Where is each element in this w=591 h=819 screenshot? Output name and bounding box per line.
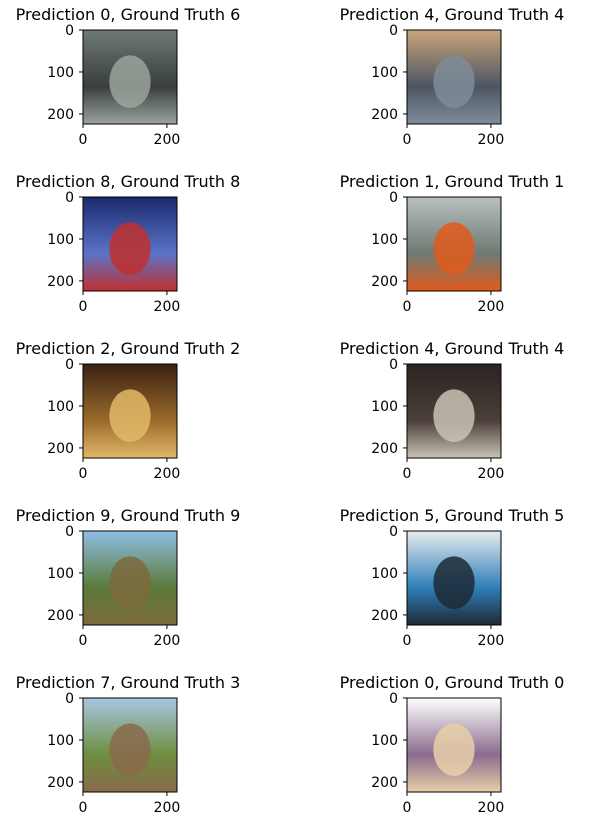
y-tick-label: 200 <box>371 608 398 624</box>
panel-title: Prediction 2, Ground Truth 2 <box>16 339 241 358</box>
axes-frame <box>82 530 178 626</box>
y-tick-label: 100 <box>47 399 74 415</box>
y-tick-label: 200 <box>371 107 398 123</box>
x-tick-label: 200 <box>478 299 505 315</box>
x-tick-label: 0 <box>403 466 412 482</box>
y-tick-label: 100 <box>47 733 74 749</box>
x-tick-label: 200 <box>154 466 181 482</box>
y-tick-label: 0 <box>65 691 74 707</box>
axes-frame <box>406 29 502 125</box>
y-tick-label: 0 <box>389 691 398 707</box>
x-tick-label: 200 <box>154 299 181 315</box>
x-tick-label: 0 <box>79 466 88 482</box>
panel-title: Prediction 7, Ground Truth 3 <box>16 673 241 692</box>
image-subject <box>433 55 475 109</box>
axes-frame <box>82 697 178 793</box>
y-tick-label: 200 <box>371 441 398 457</box>
image-subject <box>109 55 151 109</box>
x-tick-label: 200 <box>478 633 505 649</box>
panel-title: Prediction 0, Ground Truth 6 <box>16 5 241 24</box>
image-subject <box>433 389 475 443</box>
y-tick-label: 0 <box>389 524 398 540</box>
y-tick-label: 0 <box>65 357 74 373</box>
y-tick-label: 0 <box>65 190 74 206</box>
y-tick-label: 0 <box>389 190 398 206</box>
y-tick-label: 0 <box>389 23 398 39</box>
x-tick-label: 0 <box>403 299 412 315</box>
y-tick-label: 200 <box>47 775 74 791</box>
x-tick-label: 200 <box>154 633 181 649</box>
panel-title: Prediction 9, Ground Truth 9 <box>16 506 241 525</box>
axes-frame <box>82 363 178 459</box>
image-subject <box>109 389 151 443</box>
axes-frame <box>82 29 178 125</box>
x-tick-label: 200 <box>154 132 181 148</box>
axes-frame <box>406 196 502 292</box>
panel-title: Prediction 4, Ground Truth 4 <box>340 339 565 358</box>
x-tick-label: 0 <box>403 633 412 649</box>
x-tick-label: 0 <box>79 633 88 649</box>
panel-title: Prediction 1, Ground Truth 1 <box>340 172 565 191</box>
axes-frame <box>82 196 178 292</box>
y-tick-label: 0 <box>65 23 74 39</box>
y-tick-label: 0 <box>65 524 74 540</box>
x-tick-label: 200 <box>478 800 505 816</box>
y-tick-label: 200 <box>47 274 74 290</box>
panel-title: Prediction 4, Ground Truth 4 <box>340 5 565 24</box>
y-tick-label: 100 <box>371 65 398 81</box>
x-tick-label: 200 <box>478 466 505 482</box>
axes-frame <box>406 363 502 459</box>
image-subject <box>109 556 151 610</box>
y-tick-label: 200 <box>371 775 398 791</box>
axes-frame <box>406 530 502 626</box>
y-tick-label: 200 <box>47 608 74 624</box>
image-subject <box>433 556 475 610</box>
axes-frame <box>406 697 502 793</box>
x-tick-label: 0 <box>403 800 412 816</box>
panel-title: Prediction 5, Ground Truth 5 <box>340 506 565 525</box>
panel-title: Prediction 0, Ground Truth 0 <box>340 673 565 692</box>
y-tick-label: 0 <box>389 357 398 373</box>
y-tick-label: 200 <box>371 274 398 290</box>
y-tick-label: 100 <box>47 232 74 248</box>
x-tick-label: 200 <box>154 800 181 816</box>
y-tick-label: 100 <box>47 566 74 582</box>
y-tick-label: 100 <box>371 566 398 582</box>
y-tick-label: 200 <box>47 107 74 123</box>
x-tick-label: 0 <box>79 132 88 148</box>
y-tick-label: 100 <box>47 65 74 81</box>
x-tick-label: 0 <box>79 299 88 315</box>
image-subject <box>433 723 475 777</box>
image-subject <box>109 723 151 777</box>
y-tick-label: 100 <box>371 399 398 415</box>
x-tick-label: 200 <box>478 132 505 148</box>
y-tick-label: 200 <box>47 441 74 457</box>
image-subject <box>109 222 151 276</box>
x-tick-label: 0 <box>79 800 88 816</box>
panel-title: Prediction 8, Ground Truth 8 <box>16 172 241 191</box>
x-tick-label: 0 <box>403 132 412 148</box>
image-subject <box>433 222 475 276</box>
y-tick-label: 100 <box>371 232 398 248</box>
y-tick-label: 100 <box>371 733 398 749</box>
